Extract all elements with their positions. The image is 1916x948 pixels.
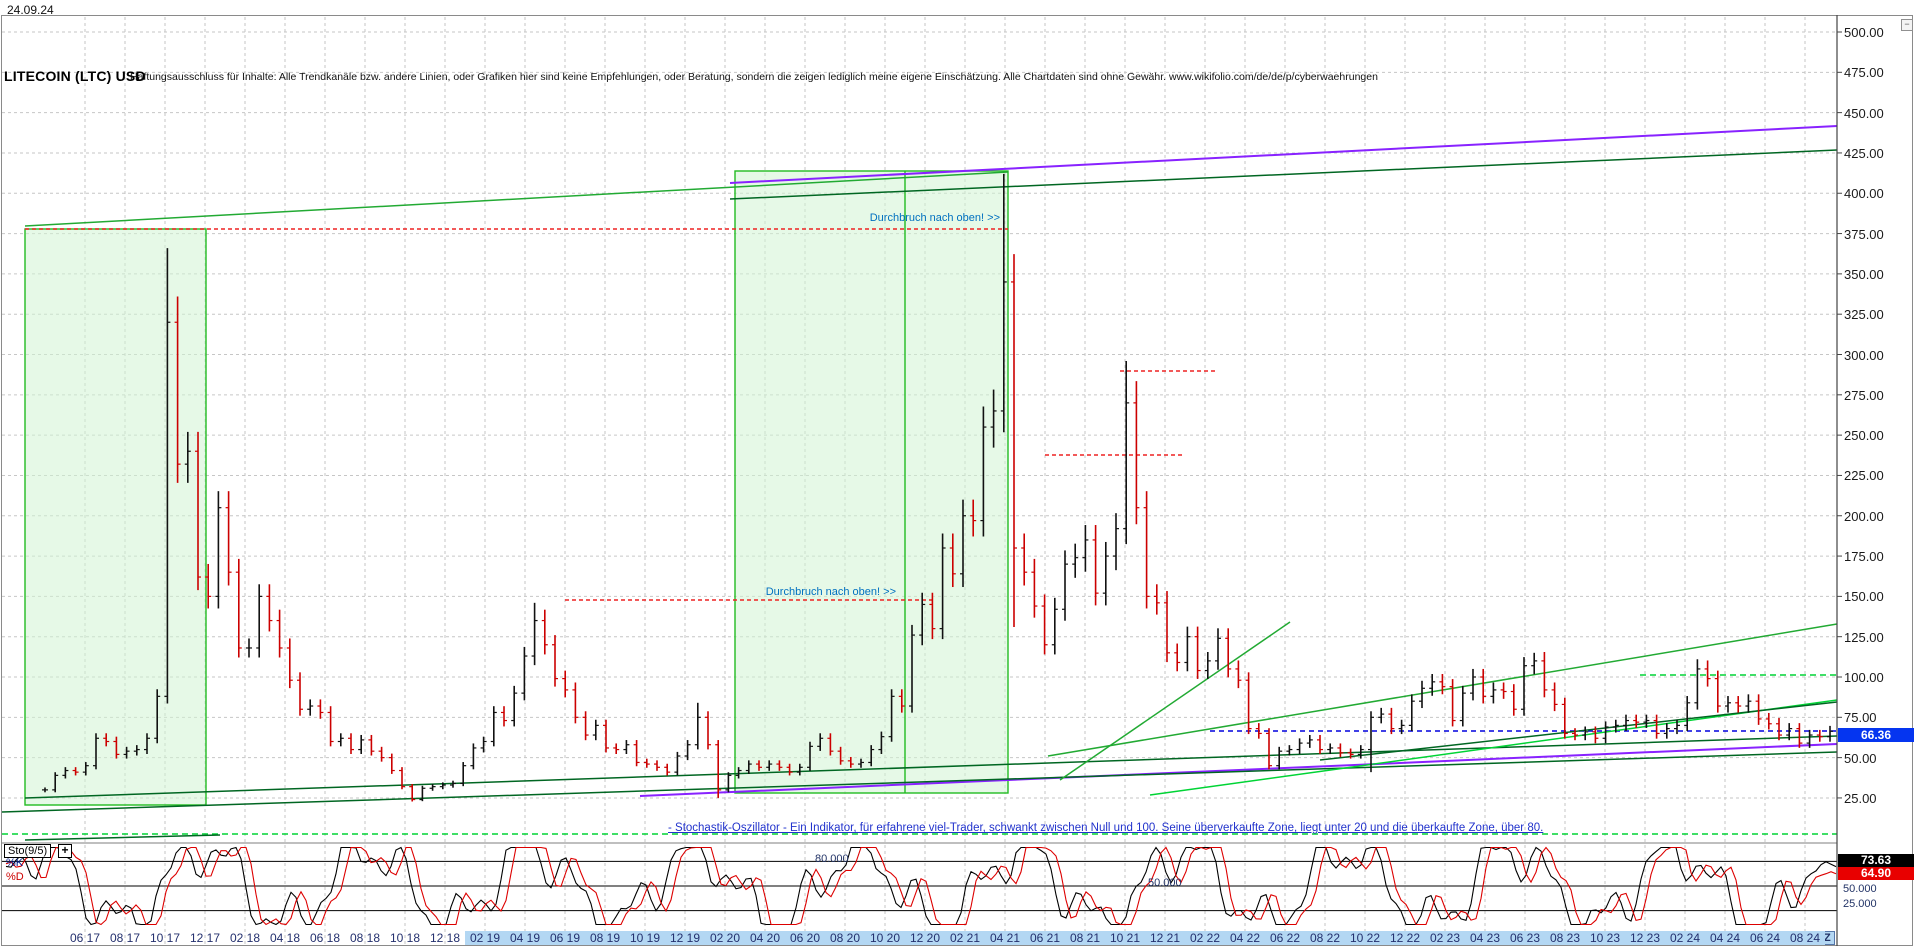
price-axis-label: 250.00 — [1844, 428, 1884, 444]
date-label: 12 17 — [189, 931, 221, 945]
date-label: 06 19 — [545, 931, 585, 945]
price-axis-label: 100.00 — [1844, 670, 1884, 685]
date-label: 08 18 — [349, 931, 381, 945]
stochastic-d-value-badge: 64.90 — [1838, 867, 1914, 880]
price-axis-label: 125.00 — [1844, 629, 1884, 645]
price-axis-label: 25.00 — [1844, 790, 1877, 806]
date-label: 06 17 — [69, 931, 101, 945]
date-label: 04 23 — [1465, 931, 1505, 945]
date-label: 10 20 — [865, 931, 905, 945]
price-axis-label: 275.00 — [1844, 387, 1884, 403]
date-label: 08 21 — [1065, 931, 1105, 945]
date-label: 08 24 — [1785, 931, 1825, 945]
date-label: 04 24 — [1705, 931, 1745, 945]
date-label: 02 23 — [1425, 931, 1465, 945]
oscillator-axis-50-label: 50.000 — [1843, 883, 1877, 895]
date-label: 10 23 — [1585, 931, 1625, 945]
date-label: 04 18 — [269, 931, 301, 945]
collapse-icon[interactable]: − — [1901, 19, 1913, 31]
disclaimer-text: Haftungsausschluss für Inhalte: Alle Tre… — [130, 71, 1378, 83]
date-label: 08 17 — [109, 931, 141, 945]
date-label: 10 18 — [389, 931, 421, 945]
price-axis-label: 175.00 — [1844, 549, 1884, 565]
date-label: 02 20 — [705, 931, 745, 945]
price-axis-label: 75.00 — [1844, 710, 1877, 726]
price-axis-label: 450.00 — [1844, 105, 1884, 121]
date-label: 04 20 — [745, 931, 785, 945]
price-axis-label: 50.00 — [1844, 750, 1877, 766]
price-axis-label: 300.00 — [1844, 347, 1884, 363]
add-indicator-icon[interactable]: + — [58, 844, 72, 858]
date-label: 06 18 — [309, 931, 341, 945]
oscillator-50-line-label: 50.000 — [1148, 877, 1182, 889]
price-axis-label: 475.00 — [1844, 65, 1884, 81]
date-label: 08 22 — [1305, 931, 1345, 945]
date-label: 02 18 — [229, 931, 261, 945]
date-label: 12 22 — [1385, 931, 1425, 945]
date-label: 04 21 — [985, 931, 1025, 945]
stochastic-k-value-badge: 73.63 — [1838, 854, 1914, 867]
price-axis-label: 500.00 — [1844, 25, 1884, 40]
date-label: 08 23 — [1545, 931, 1585, 945]
date-label: 02 21 — [945, 931, 985, 945]
price-axis-label: 400.00 — [1844, 186, 1884, 202]
date-label: 06 21 — [1025, 931, 1065, 945]
breakout-annotation-lower: Durchbruch nach oben! >> — [765, 586, 896, 598]
stochastic-k-label: %K — [6, 857, 24, 869]
date-label: 12 21 — [1145, 931, 1185, 945]
stochastic-d-label: %D — [6, 871, 24, 883]
price-axis-label: 200.00 — [1844, 508, 1884, 524]
date-label: 10 22 — [1345, 931, 1385, 945]
date-label: 02 19 — [465, 931, 505, 945]
price-axis-label: 150.00 — [1844, 589, 1884, 605]
date-label: 06 23 — [1505, 931, 1545, 945]
date-label: 10 21 — [1105, 931, 1145, 945]
date-label: 06 22 — [1265, 931, 1305, 945]
stochastic-legend: Sto(9/5) — [4, 844, 52, 858]
price-axis-label: 325.00 — [1844, 307, 1884, 323]
oscillator-80-line-label: 80.000 — [815, 853, 849, 865]
date-label: 10 19 — [625, 931, 665, 945]
oscillator-axis-25-label: 25.000 — [1843, 898, 1877, 910]
chart-date: 24.09.24 — [7, 3, 54, 17]
current-price-badge: 66.36 — [1838, 728, 1914, 742]
date-label: 08 20 — [825, 931, 865, 945]
price-axis-label: 350.00 — [1844, 266, 1884, 282]
price-axis-label: 225.00 — [1844, 468, 1884, 484]
breakout-annotation-upper: Durchbruch nach oben! >> — [869, 212, 1000, 224]
date-label: 12 20 — [905, 931, 945, 945]
instrument-title: LITECOIN (LTC) USD — [4, 68, 146, 84]
date-label: 06 20 — [785, 931, 825, 945]
date-label: 02 22 — [1185, 931, 1225, 945]
date-label: 12 18 — [429, 931, 461, 945]
date-label: 10 17 — [149, 931, 181, 945]
price-axis-label: 425.00 — [1844, 145, 1884, 161]
date-label: 12 23 — [1625, 931, 1665, 945]
date-label: 02 24 — [1665, 931, 1705, 945]
date-label: 12 19 — [665, 931, 705, 945]
stochastic-description: - Stochastik-Oszillator - Ein Indikator,… — [668, 822, 1544, 834]
date-label: 04 19 — [505, 931, 545, 945]
date-label: 04 22 — [1225, 931, 1265, 945]
date-label: 06 24 — [1745, 931, 1785, 945]
price-axis-label: 375.00 — [1844, 226, 1884, 242]
date-label: 08 19 — [585, 931, 625, 945]
